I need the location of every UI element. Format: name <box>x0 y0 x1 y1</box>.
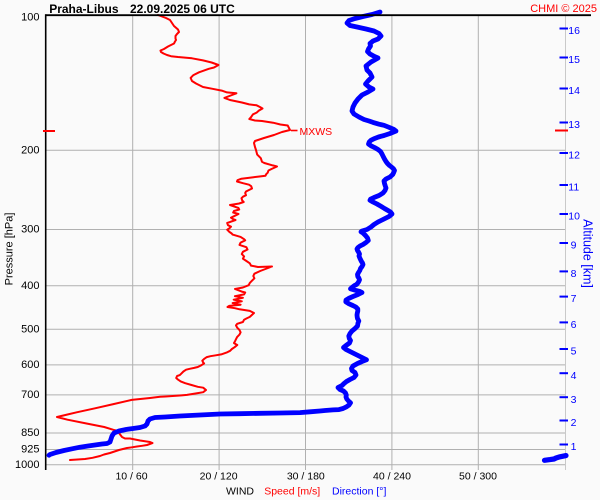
svg-text:CHMI © 2025: CHMI © 2025 <box>530 3 597 15</box>
svg-text:1: 1 <box>571 441 577 453</box>
svg-text:6: 6 <box>571 319 577 331</box>
svg-text:12: 12 <box>568 150 580 162</box>
svg-text:4: 4 <box>571 370 577 382</box>
svg-text:100: 100 <box>21 11 39 23</box>
svg-text:Direction [°]: Direction [°] <box>332 485 386 497</box>
svg-text:925: 925 <box>21 444 39 456</box>
svg-text:1000: 1000 <box>15 459 39 471</box>
svg-text:Pressure [hPa]: Pressure [hPa] <box>4 213 16 286</box>
svg-text:22.09.2025 06 UTC: 22.09.2025 06 UTC <box>130 2 235 16</box>
svg-text:16: 16 <box>568 25 580 37</box>
svg-text:30 / 180: 30 / 180 <box>287 470 325 482</box>
svg-text:7: 7 <box>571 293 577 305</box>
svg-text:Altitude [km]: Altitude [km] <box>581 219 595 288</box>
svg-text:850: 850 <box>21 427 39 439</box>
svg-text:13: 13 <box>568 119 580 131</box>
svg-text:15: 15 <box>568 54 580 66</box>
svg-text:5: 5 <box>571 346 577 358</box>
svg-text:Speed [m/s]: Speed [m/s] <box>264 485 320 497</box>
svg-text:WIND: WIND <box>226 485 254 497</box>
svg-text:40 / 240: 40 / 240 <box>373 470 411 482</box>
svg-text:11: 11 <box>568 182 579 194</box>
svg-text:2: 2 <box>571 417 577 429</box>
svg-text:10 / 60: 10 / 60 <box>115 470 147 482</box>
svg-text:Praha-Libus: Praha-Libus <box>49 2 119 16</box>
svg-text:10: 10 <box>568 211 580 223</box>
svg-text:50 / 300: 50 / 300 <box>459 470 497 482</box>
svg-text:400: 400 <box>21 280 39 292</box>
svg-text:8: 8 <box>571 268 577 280</box>
svg-text:700: 700 <box>21 389 39 401</box>
svg-text:3: 3 <box>571 394 577 406</box>
svg-text:500: 500 <box>21 324 39 336</box>
svg-text:9: 9 <box>571 240 577 252</box>
svg-text:200: 200 <box>21 145 39 157</box>
svg-text:14: 14 <box>568 85 580 97</box>
svg-text:MXWS: MXWS <box>300 126 333 138</box>
svg-text:300: 300 <box>21 224 39 236</box>
svg-text:600: 600 <box>21 359 39 371</box>
svg-text:20 / 120: 20 / 120 <box>200 470 238 482</box>
